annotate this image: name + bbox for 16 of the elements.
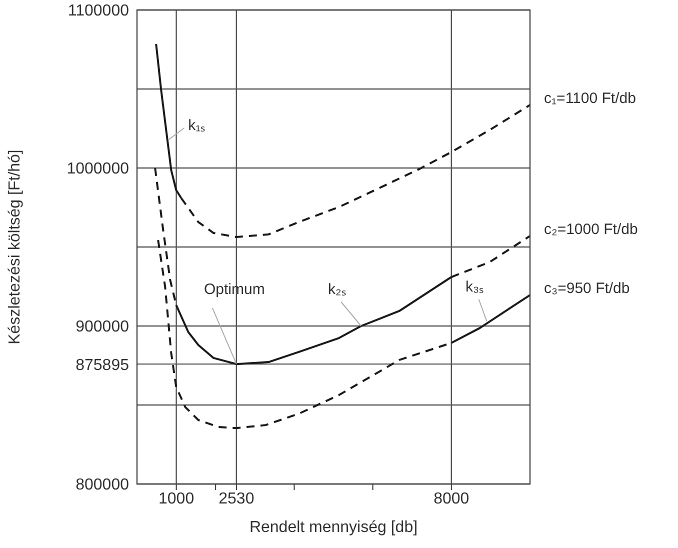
- annotation: k₃ₛ: [465, 278, 484, 296]
- y-axis-title: Készletezési költség [Ft/hó]: [6, 150, 24, 344]
- annotation: k₁ₛ: [188, 117, 206, 134]
- x-tick-label: 2530: [218, 490, 254, 508]
- series-label: c₁=1100 Ft/db: [544, 90, 636, 107]
- y-tick-label: 800000: [76, 476, 130, 494]
- y-tick-label: 900000: [76, 318, 130, 336]
- series-label: c₂=1000 Ft/db: [544, 220, 638, 238]
- x-tick-label: 8000: [434, 490, 470, 508]
- series-label: c₃=950 Ft/db: [544, 280, 630, 297]
- x-axis-title: Rendelt mennyiség [db]: [249, 519, 418, 536]
- y-tick-label: 1000000: [66, 160, 130, 178]
- y-tick-label: 1100000: [68, 2, 130, 20]
- annotation: k₂ₛ: [328, 281, 346, 298]
- y-tick-label: 875895: [76, 356, 130, 374]
- x-tick-label: 1000: [158, 490, 194, 508]
